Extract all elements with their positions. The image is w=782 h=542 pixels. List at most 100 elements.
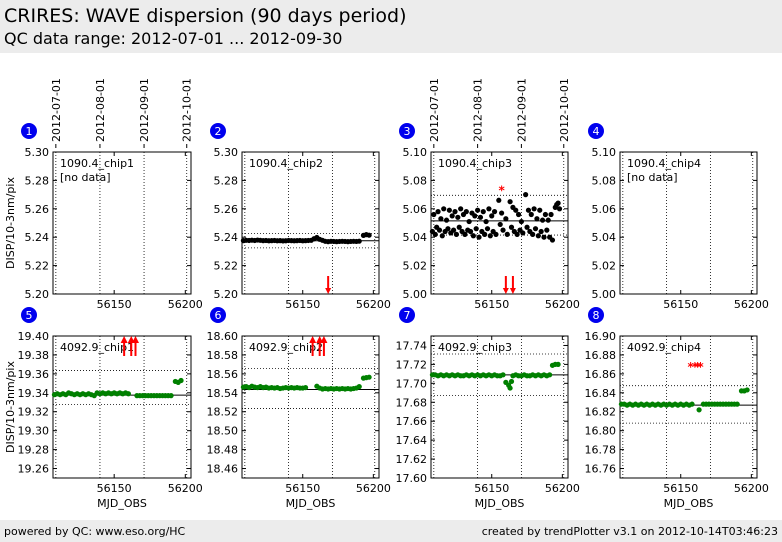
x-tick-label: 56150 [663,298,698,311]
data-point [482,231,488,237]
y-tick-label: 5.26 [214,203,239,216]
panel-frame [430,335,569,479]
y-tick-label: 16.90 [585,330,617,343]
y-tick-label: 5.00 [403,288,428,301]
data-point [507,385,513,391]
panel-note: [no data] [627,171,678,184]
outlier-arrow-head [509,288,516,294]
data-point [518,218,524,225]
data-point [467,228,474,235]
date-tick-label: 2012-10-01 [558,78,571,142]
date-tick-label: 2012-09-01 [515,78,528,142]
data-point [547,372,553,378]
y-tick-label: 17.72 [396,358,428,371]
data-point [487,233,493,239]
y-tick-label: 18.54 [207,387,239,400]
panel-badge-number: 4 [593,125,600,138]
data-point [555,200,561,206]
data-point [555,361,561,367]
y-tick-label: 18.58 [207,349,239,362]
y-tick-label: 16.86 [585,368,617,381]
data-point [475,207,481,213]
data-point [500,227,506,233]
data-point [489,213,495,219]
data-point [446,207,452,213]
data-point [549,237,556,243]
data-point [696,407,702,413]
data-point [441,206,447,212]
y-tick-label: 19.34 [18,387,50,400]
data-point [508,378,515,385]
outlier-marker: * [695,360,702,374]
data-point [435,209,441,215]
data-point [524,224,530,230]
footer-created-by: created by trendPlotter v3.1 on 2012-10-… [481,525,778,538]
panel-badge [210,307,226,323]
y-tick-label: 16.76 [585,463,617,476]
y-tick-label: 17.64 [396,434,428,447]
x-axis-label: MJD_OBS [664,497,714,510]
outlier-marker: * [498,183,505,197]
data-point [556,206,563,212]
data-point [515,211,522,218]
y-tick-label: 19.28 [18,444,50,457]
y-tick-label: 5.08 [403,174,428,187]
outlier-arrow-head [325,288,332,294]
x-tick-label: 56150 [474,298,509,311]
panel-frame [52,151,192,295]
data-point [480,209,486,215]
y-tick-label: 5.30 [214,146,239,159]
y-tick-label: 5.10 [403,146,428,159]
y-tick-label: 5.04 [403,231,428,244]
data-point [431,211,437,218]
y-tick-label: 19.40 [18,330,50,343]
data-point [548,211,554,218]
data-point [523,192,529,198]
y-tick-label: 17.74 [396,339,428,352]
panel-label: 1090.4_chip3 [438,157,512,170]
panel-label: 4092.9_chip3 [438,341,512,354]
date-tick-label: 2012-09-01 [138,78,151,142]
y-tick-label: 5.20 [25,288,50,301]
panel-badge-number: 2 [215,125,222,138]
data-point [525,207,532,213]
data-point [734,401,740,407]
outlier-arrow-head [120,336,128,343]
x-tick-label: 56200 [734,298,769,311]
y-tick-label: 18.50 [207,425,239,438]
date-tick-label: 2012-10-01 [181,78,194,142]
data-point [493,231,499,237]
panel-frame [52,335,192,479]
data-point [496,197,502,203]
data-point [452,209,458,215]
data-point [538,228,544,235]
data-point [356,384,362,390]
data-point [356,238,362,244]
panel-badge-number: 5 [26,309,33,322]
data-point [366,232,372,238]
y-tick-label: 17.60 [396,472,428,485]
data-point [450,227,457,233]
data-point [689,401,695,407]
data-point [528,211,534,218]
outlier-arrow-head [132,336,140,343]
y-tick-label: 17.66 [396,415,428,428]
panel-badge [399,123,415,139]
panel-badge [399,307,415,323]
outlier-arrow-head [309,336,317,343]
data-point [514,231,520,237]
data-point [537,207,543,213]
data-point [499,210,505,216]
y-tick-label: 5.02 [403,260,428,273]
data-point [470,233,476,239]
x-tick-label: 56150 [97,482,132,495]
panel-label: 4092.9_chip2 [249,341,323,354]
y-tick-label: 17.70 [396,377,428,390]
data-point [545,217,551,223]
data-point [473,226,479,232]
y-tick-label: 19.38 [18,349,50,362]
y-tick-label: 16.80 [585,425,617,438]
x-tick-label: 56200 [356,482,391,495]
data-point [463,209,469,215]
